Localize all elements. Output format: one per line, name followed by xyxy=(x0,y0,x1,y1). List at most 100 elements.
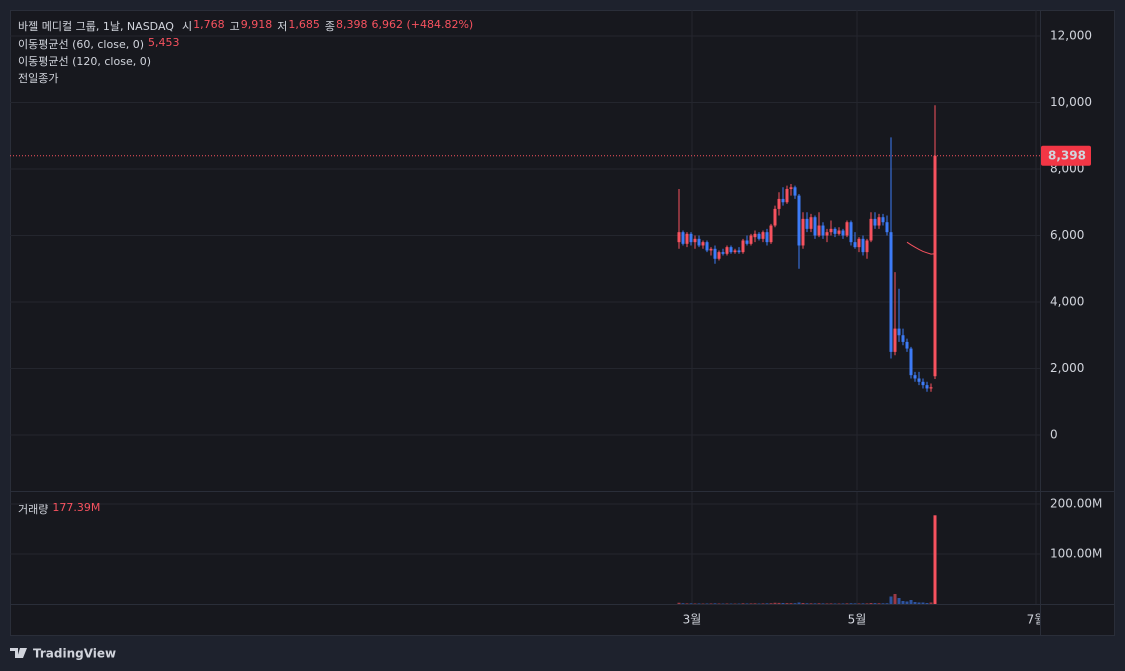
volume-bar xyxy=(869,603,873,604)
volume-bar xyxy=(805,603,809,604)
volume-bar xyxy=(897,598,901,604)
candle-body xyxy=(849,222,853,243)
volume-bar xyxy=(753,603,757,604)
volume-bar xyxy=(921,602,925,604)
candle-body xyxy=(897,328,901,336)
volume-bar xyxy=(713,603,717,604)
chart-frame xyxy=(10,10,1115,636)
volume-bar xyxy=(817,603,821,604)
candle-body xyxy=(821,225,825,236)
volume-bar xyxy=(809,603,813,604)
volume-bar xyxy=(681,603,685,604)
y-tick-label: 12,000 xyxy=(1050,29,1092,43)
last-price-label: 8,398 xyxy=(1048,148,1086,162)
candle-body xyxy=(925,385,929,389)
candle-body xyxy=(685,233,689,244)
price-pane xyxy=(10,105,1040,392)
candle-body xyxy=(749,235,753,244)
candle-body xyxy=(929,387,933,389)
indicator-name: 이동평균선 (60, close, 0) xyxy=(18,38,144,51)
candle-body xyxy=(741,240,745,253)
candle-body xyxy=(797,195,801,246)
volume-bar xyxy=(881,603,885,604)
volume-last: 177.39M xyxy=(52,501,101,514)
volume-bar xyxy=(765,603,769,604)
candle-body xyxy=(801,218,805,246)
candle-body xyxy=(917,378,921,382)
candle-body xyxy=(865,240,869,253)
candle-body xyxy=(757,233,761,239)
candle-body xyxy=(861,238,865,253)
candle-body xyxy=(829,228,833,233)
volume-bar xyxy=(769,603,773,604)
candle-body xyxy=(877,217,881,226)
x-tick-label: 5월 xyxy=(848,613,867,627)
indicator-legend: 전일종가 xyxy=(18,70,58,86)
volume-tick-label: 200.00M xyxy=(1050,497,1102,511)
volume-bar xyxy=(705,603,709,604)
candle-body xyxy=(709,248,713,251)
indicator-value: 5,453 xyxy=(148,36,180,49)
volume-bar xyxy=(865,603,869,604)
volume-bar xyxy=(933,515,937,604)
candle-body xyxy=(733,250,737,253)
volume-bar xyxy=(821,603,825,604)
candle-body xyxy=(905,341,909,349)
candle-body xyxy=(721,252,725,254)
candle-body xyxy=(677,232,681,243)
volume-bar xyxy=(693,603,697,604)
volume-bar xyxy=(857,603,861,604)
candle-body xyxy=(869,218,873,241)
ohlc-legend: 시 1,768 고 9,918 저 1,685 종 8,398 xyxy=(178,18,368,34)
volume-bar xyxy=(749,603,753,604)
volume-name: 거래량 xyxy=(18,503,49,516)
ohlc-name: 시 xyxy=(181,20,193,33)
volume-bar xyxy=(741,603,745,604)
candle-body xyxy=(857,238,861,248)
candle-body xyxy=(901,335,905,342)
candle-body xyxy=(793,187,797,196)
volume-bar xyxy=(849,603,853,604)
volume-bar xyxy=(785,603,789,604)
candle-body xyxy=(705,242,709,251)
price-axis: 02,0004,0006,0008,00010,00012,000100.00M… xyxy=(1041,29,1102,561)
candle-body xyxy=(693,238,697,243)
volume-bar xyxy=(717,603,721,604)
volume-bar xyxy=(893,594,897,604)
candle-body xyxy=(689,233,693,243)
candle-body xyxy=(885,222,889,233)
candle-body xyxy=(773,208,777,226)
indicator-name: 이동평균선 (120, close, 0) xyxy=(18,55,151,68)
volume-bar xyxy=(845,603,849,604)
volume-bar xyxy=(797,602,801,604)
y-tick-label: 0 xyxy=(1050,428,1058,442)
candle-body xyxy=(893,328,897,352)
ohlc-value: 8,398 xyxy=(335,18,368,31)
candle-body xyxy=(809,217,813,229)
candle-body xyxy=(761,232,765,239)
candle-body xyxy=(697,238,701,246)
volume-bar xyxy=(885,603,889,604)
candle-body xyxy=(933,155,937,377)
volume-bar xyxy=(801,603,805,604)
candle-body xyxy=(805,218,809,229)
volume-bar xyxy=(917,602,921,604)
candle-body xyxy=(913,375,917,379)
ohlc-name: 저 xyxy=(277,20,288,33)
volume-bar xyxy=(837,603,841,604)
volume-bar xyxy=(757,603,761,604)
volume-bar xyxy=(829,603,833,604)
x-tick-label: 7월 xyxy=(1027,613,1046,627)
y-tick-label: 10,000 xyxy=(1050,95,1092,109)
candle-body xyxy=(813,217,817,236)
ohlc-name: 종 xyxy=(324,20,335,33)
volume-bar xyxy=(781,603,785,604)
candle-body xyxy=(785,188,789,203)
candle-body xyxy=(781,198,785,203)
candle-body xyxy=(729,247,733,253)
brand-logo: TradingView xyxy=(10,647,116,661)
ohlc-value: 1,685 xyxy=(288,18,320,31)
volume-bar xyxy=(925,603,929,604)
